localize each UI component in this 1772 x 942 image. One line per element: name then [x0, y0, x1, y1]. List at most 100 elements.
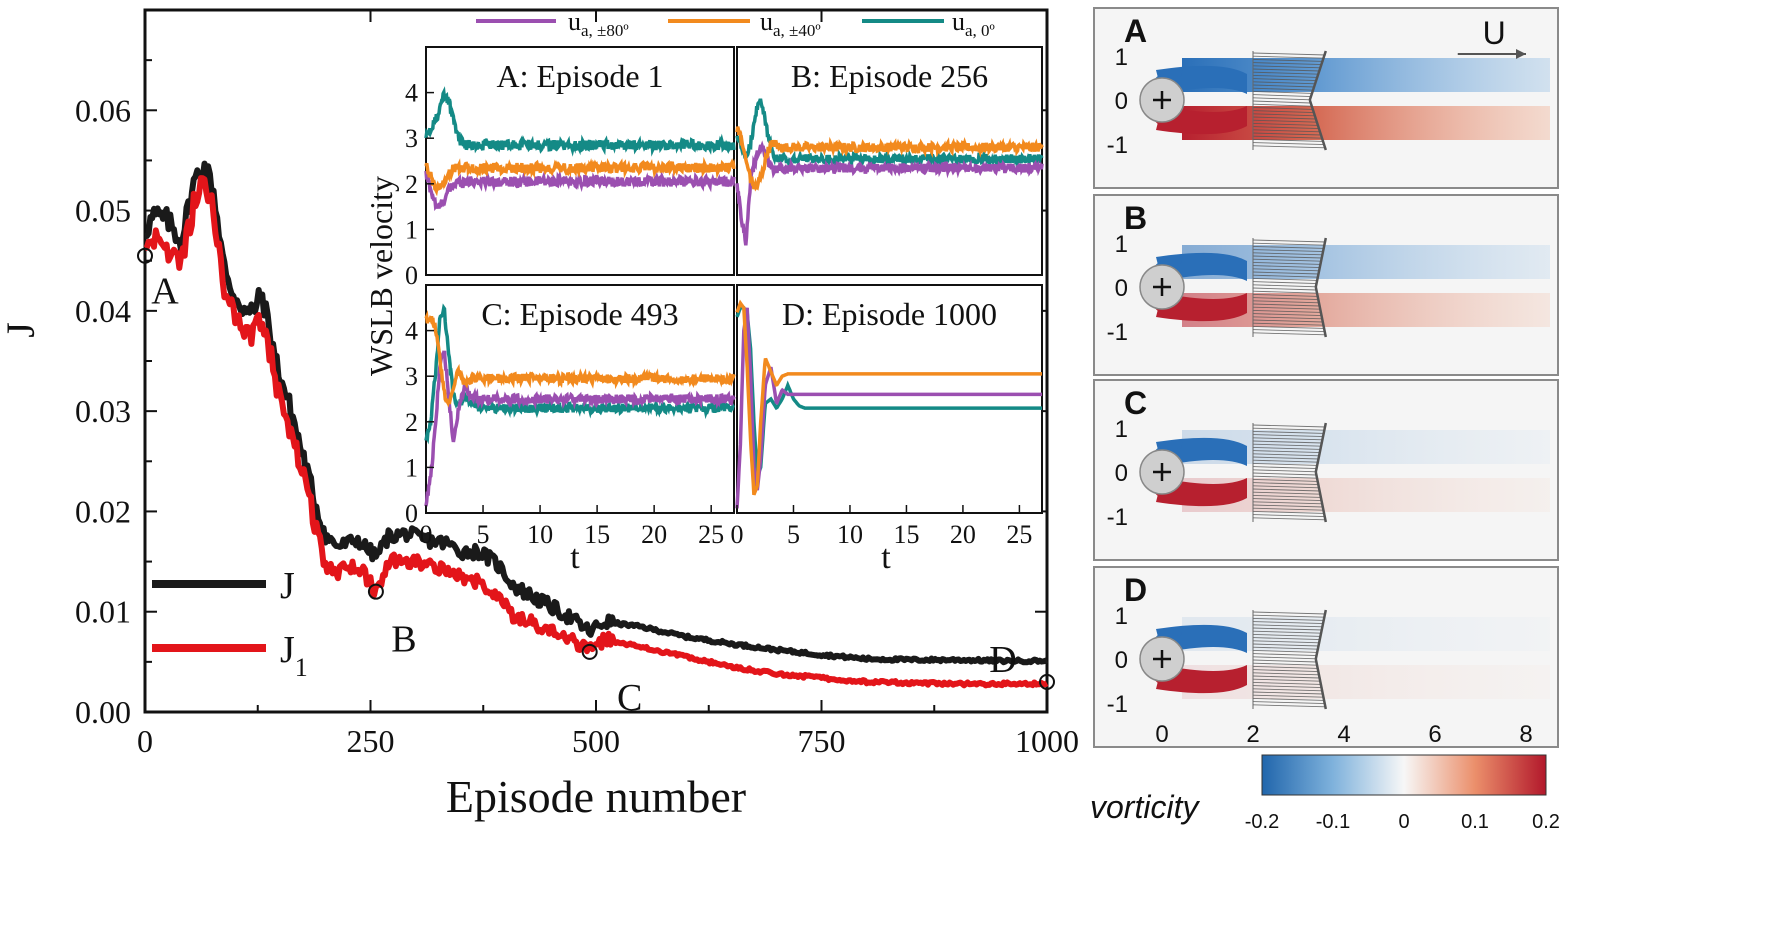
- inset-y-tick-label: 0: [405, 261, 418, 290]
- flow-y-tick-label: 0: [1115, 88, 1128, 115]
- y-tick-label: 0.01: [75, 594, 131, 630]
- filament: [1252, 675, 1320, 679]
- legend-label-j1: J1: [280, 629, 308, 682]
- colorbar-tick-label: -0.2: [1245, 811, 1279, 833]
- inset-frame: [425, 46, 735, 276]
- filament: [1252, 316, 1323, 320]
- flow-y-tick-label: -1: [1107, 691, 1128, 718]
- main-x-axis-label: Episode number: [446, 771, 746, 822]
- filament: [1252, 325, 1325, 329]
- filament: [1252, 68, 1321, 72]
- flow-y-tick-label: -1: [1107, 132, 1128, 159]
- filament: [1252, 672, 1320, 676]
- filament: [1252, 110, 1314, 114]
- flow-panel-label: D: [1124, 572, 1147, 608]
- filament: [1252, 281, 1318, 285]
- inset-y-axis-label: WSLB velocity: [363, 176, 399, 376]
- main-legend: J J1: [152, 565, 308, 682]
- filament: [1252, 624, 1324, 628]
- marker-circle-b: [367, 583, 384, 600]
- inset-x-tick-label: 20: [641, 520, 667, 549]
- flexible-filaments: [1252, 52, 1326, 149]
- filament: [1252, 662, 1318, 666]
- inset-y-tick-label: 3: [405, 362, 418, 391]
- filament: [1252, 694, 1324, 698]
- filament: [1252, 258, 1322, 262]
- flow-x-tick-label: 2: [1246, 721, 1259, 748]
- filament: [1252, 621, 1324, 625]
- filament: [1252, 309, 1322, 313]
- filament: [1252, 132, 1322, 136]
- filament: [1252, 126, 1320, 130]
- filament: [1252, 633, 1322, 637]
- filament: [1252, 430, 1325, 434]
- inset-legend-label-u0: ua, 0º: [952, 7, 995, 40]
- main-plot: 0 250 500 750 10000.000.010.020.030.040.050.…: [0, 8, 1079, 822]
- marker-circle-d: [1039, 673, 1055, 690]
- colorbar-tick-label: 0: [1398, 811, 1409, 833]
- flexible-filaments: [1252, 424, 1326, 521]
- flow-panel-c: 1 0 -1 C: [1093, 379, 1559, 561]
- inset-panel-title: C: Episode 493: [481, 296, 678, 332]
- y-tick-label: 0.02: [75, 493, 131, 529]
- filament-edge-lower: [1314, 286, 1328, 338]
- filament: [1252, 611, 1326, 615]
- flow-direction-label: U: [1483, 15, 1506, 51]
- inset-panel-c: C: Episode 493 0 1 2 3 4 0 5 10 15 20 25: [405, 284, 736, 549]
- filament: [1252, 290, 1318, 294]
- inset-line-u0: [424, 86, 736, 157]
- filament: [1252, 701, 1326, 705]
- inset-line-u80: [424, 349, 736, 507]
- filament: [1252, 507, 1324, 511]
- marker-label-a: A: [151, 271, 179, 313]
- filament: [1252, 427, 1326, 431]
- filament: [1252, 332, 1326, 336]
- marker-label-b: B: [391, 619, 416, 661]
- inset-y-tick-label: 2: [405, 408, 418, 437]
- inset-panel-d: D: Episode 1000 0 5 10 15 20 25: [731, 284, 1043, 549]
- filament: [1252, 87, 1314, 91]
- filament: [1252, 297, 1319, 301]
- filament: [1252, 466, 1318, 470]
- filament: [1252, 453, 1320, 457]
- inset-legend: ua, ±80º ua, ±40º ua, 0º: [476, 7, 995, 40]
- filament: [1252, 268, 1320, 272]
- filament: [1252, 135, 1323, 139]
- filament: [1252, 434, 1324, 438]
- filament: [1252, 640, 1320, 644]
- filament: [1252, 274, 1319, 278]
- flow-x-tick-label: 0: [1155, 721, 1168, 748]
- inset-line-u0: [424, 303, 735, 445]
- filament: [1252, 704, 1326, 708]
- flexible-filaments: [1252, 239, 1326, 336]
- filament: [1252, 55, 1325, 59]
- filament: [1252, 656, 1317, 660]
- x-tick-label: 750: [798, 723, 846, 759]
- inset-y-tick-label: 4: [405, 317, 418, 346]
- filament-edge-lower: [1314, 658, 1328, 710]
- inset-panel-a: A: Episode 1 0 1 2 3 4: [405, 46, 736, 290]
- inset-line-u0: [735, 98, 1044, 170]
- filament: [1252, 637, 1321, 641]
- main-y-axis-label: J: [0, 322, 43, 338]
- inset-legend-label-u80: ua, ±80º: [568, 7, 629, 40]
- filament: [1252, 300, 1320, 304]
- filament: [1252, 443, 1322, 447]
- filament: [1252, 478, 1318, 482]
- filament: [1252, 122, 1319, 126]
- filament: [1252, 306, 1321, 310]
- filament: [1252, 627, 1323, 631]
- colorbar-tick-label: 0.2: [1532, 811, 1560, 833]
- filament: [1252, 485, 1320, 489]
- flexible-filaments: [1252, 611, 1326, 708]
- inset-x-axis-label-left: t: [570, 539, 580, 576]
- inset-x-tick-label: 10: [527, 520, 553, 549]
- filament: [1252, 78, 1317, 82]
- filament: [1252, 103, 1312, 107]
- inset-x-tick-label: 25: [698, 520, 724, 549]
- main-series-lines: [143, 160, 1049, 689]
- y-tick-label: 0.04: [75, 293, 131, 329]
- inset-legend-label-u40: ua, ±40º: [760, 7, 821, 40]
- inset-line-u40: [735, 126, 1044, 192]
